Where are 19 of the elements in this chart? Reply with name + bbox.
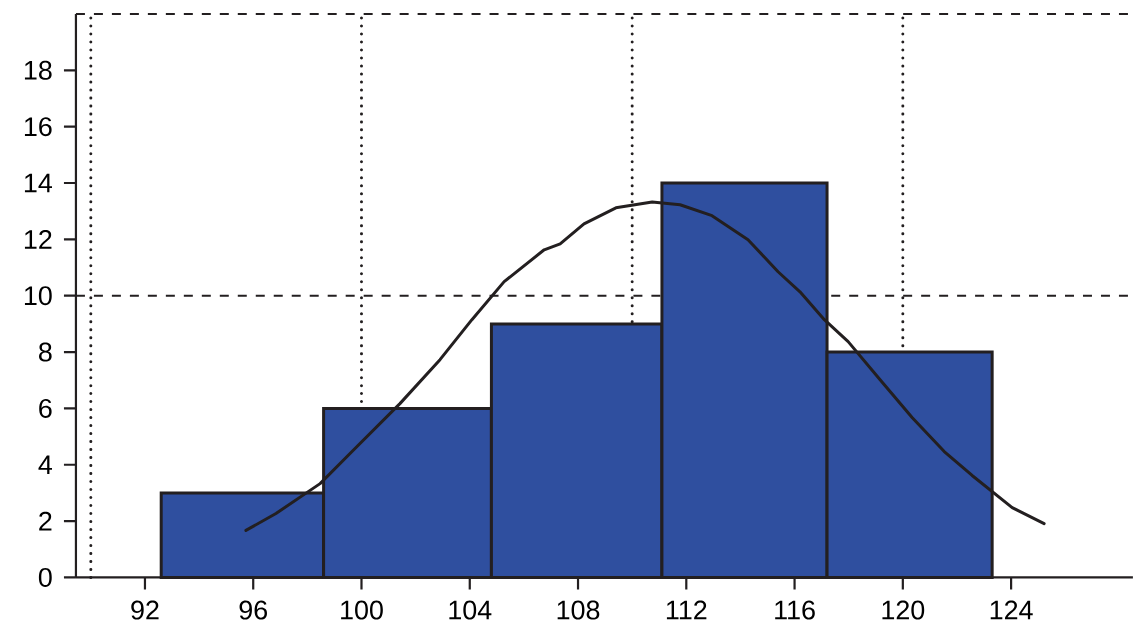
y-tick-label: 8 — [39, 342, 52, 362]
x-tick-label: 108 — [557, 600, 600, 620]
y-tick-label: 12 — [24, 229, 52, 249]
y-tick-label: 10 — [24, 286, 52, 306]
x-tick-label: 96 — [239, 600, 267, 620]
y-tick-label: 14 — [24, 173, 52, 193]
y-tick-label: 2 — [39, 511, 52, 531]
x-tick-label: 112 — [666, 600, 707, 620]
x-tick-label: 100 — [341, 600, 383, 620]
x-tick-label: 104 — [449, 600, 492, 620]
x-tick-label: 92 — [131, 600, 159, 620]
y-tick-label: 6 — [39, 398, 52, 418]
x-tick-label: 120 — [882, 600, 925, 620]
y-tick-label: 18 — [24, 60, 52, 80]
y-tick-label: 4 — [38, 455, 53, 474]
y-tick-label: 0 — [38, 567, 52, 587]
x-tick-label: 124 — [990, 600, 1033, 620]
x-tick-label: 116 — [775, 600, 815, 620]
y-tick-label: 16 — [24, 116, 52, 136]
